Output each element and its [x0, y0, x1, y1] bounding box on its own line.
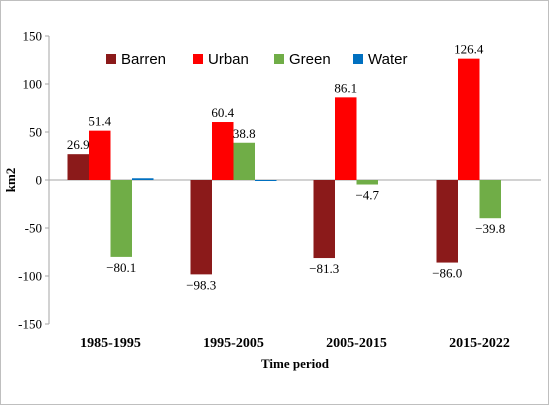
- data-label: 86.1: [334, 80, 357, 95]
- data-label: 38.8: [233, 126, 256, 141]
- legend-label: Water: [368, 51, 407, 68]
- y-tick-label: -50: [25, 221, 42, 236]
- legend-swatch-barren: [106, 54, 116, 64]
- legend-swatch-green: [274, 54, 284, 64]
- bar-green: [233, 142, 255, 180]
- data-label: −98.3: [186, 277, 216, 292]
- axes: 150 100 50 0 -50 -100 -150 1985-1995 1995-2005 20…: [18, 29, 541, 351]
- data-label: −39.8: [475, 221, 505, 236]
- data-label: 126.4: [454, 42, 484, 57]
- bar-barren: [190, 180, 212, 275]
- bar-green: [356, 180, 378, 185]
- bar-water: [255, 180, 277, 181]
- x-category-label: 1985-1995: [80, 336, 141, 351]
- bar-barren: [67, 154, 89, 180]
- legend-label: Barren: [121, 51, 166, 68]
- bar-water: [132, 178, 154, 180]
- y-axis-title: km2: [3, 168, 18, 193]
- x-category-label: 1995-2005: [203, 336, 264, 351]
- legend: Barren Urban Green Water: [106, 51, 407, 68]
- bar-barren: [436, 180, 458, 263]
- legend-label: Urban: [208, 51, 249, 68]
- bar-urban: [212, 122, 234, 180]
- data-labels: 26.9 51.4 −80.1 −98.3 60.4 38.8 −81.3 86.1 −4.7 −…: [67, 42, 505, 293]
- legend-label: Green: [289, 51, 331, 68]
- bars: [67, 58, 501, 275]
- y-tick-label: 150: [23, 29, 43, 44]
- x-category-label: 2005-2015: [326, 336, 387, 351]
- legend-swatch-water: [353, 54, 363, 64]
- bar-barren: [313, 180, 335, 259]
- data-label: 26.9: [67, 137, 90, 152]
- data-label: 51.4: [88, 114, 111, 129]
- bar-green: [479, 180, 501, 219]
- bar-urban: [335, 97, 357, 180]
- y-tick-label: 50: [29, 125, 42, 140]
- data-label: −86.0: [432, 266, 462, 281]
- y-tick-label: -150: [18, 317, 42, 332]
- y-tick-label: 100: [23, 77, 43, 92]
- bar-urban: [89, 130, 111, 180]
- y-tick-label: -100: [18, 269, 42, 284]
- data-label: 60.4: [211, 105, 234, 120]
- bar-green: [110, 180, 132, 257]
- data-label: −4.7: [355, 188, 379, 203]
- x-category-label: 2015-2022: [449, 336, 510, 351]
- data-label: −80.1: [106, 260, 136, 275]
- legend-swatch-urban: [193, 54, 203, 64]
- data-label: −81.3: [309, 261, 339, 276]
- bar-urban: [458, 58, 480, 180]
- x-axis-title: Time period: [261, 356, 330, 371]
- y-tick-label: 0: [36, 173, 43, 188]
